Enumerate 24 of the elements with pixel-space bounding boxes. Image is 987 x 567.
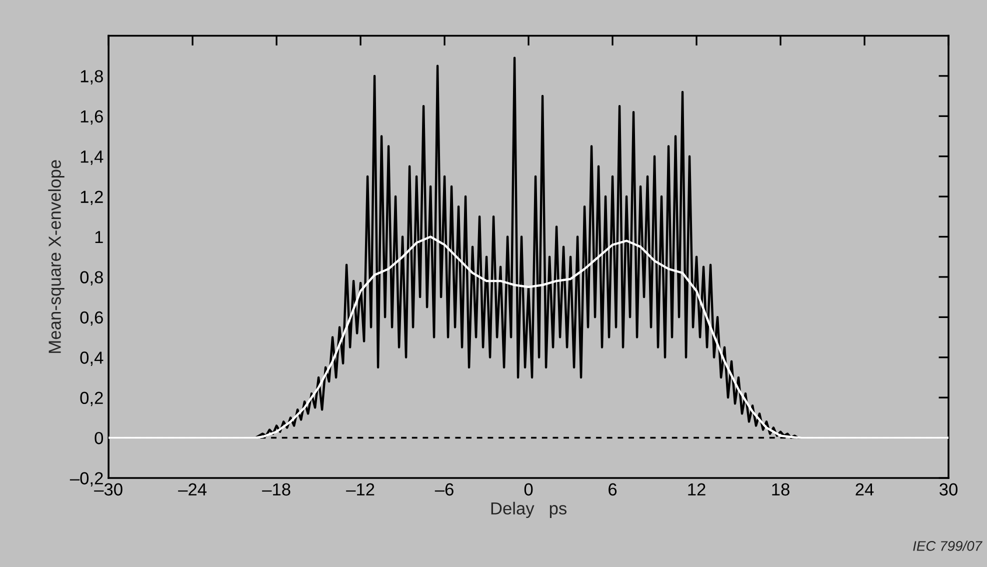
- x-axis-title: Delay ps: [491, 502, 567, 518]
- y-tick-label: 1,8: [80, 70, 103, 84]
- y-tick-label: 0,8: [80, 271, 103, 286]
- x-tick-label: –6: [434, 483, 454, 496]
- y-tick-label: 0,2: [80, 392, 103, 406]
- x-tick-label: –24: [178, 483, 207, 496]
- x-tick-label: 0: [524, 483, 533, 496]
- y-axis-title: Mean-square X-envelope: [48, 160, 64, 353]
- y-tick-label: 1: [95, 231, 103, 244]
- x-tick-label: 6: [608, 483, 617, 496]
- y-tick-label: 0,4: [80, 352, 104, 366]
- y-tick-label: 0,6: [80, 311, 103, 326]
- x-tick-label: 24: [856, 483, 874, 496]
- text: IEC 799/07: [913, 540, 982, 551]
- x-tick-label: 12: [688, 483, 706, 496]
- y-tick-label: 1,6: [80, 110, 103, 125]
- y-tick-label: 1,4: [80, 150, 104, 165]
- x-tick-label: 30: [940, 483, 958, 496]
- x-tick-label: –12: [346, 483, 374, 496]
- line-series: [108, 236, 949, 439]
- x-tick-label: 18: [772, 483, 790, 496]
- x-tick-label: –18: [262, 483, 290, 496]
- y-tick-label: 1,2: [80, 190, 103, 206]
- y-tick-label: 0: [94, 432, 104, 444]
